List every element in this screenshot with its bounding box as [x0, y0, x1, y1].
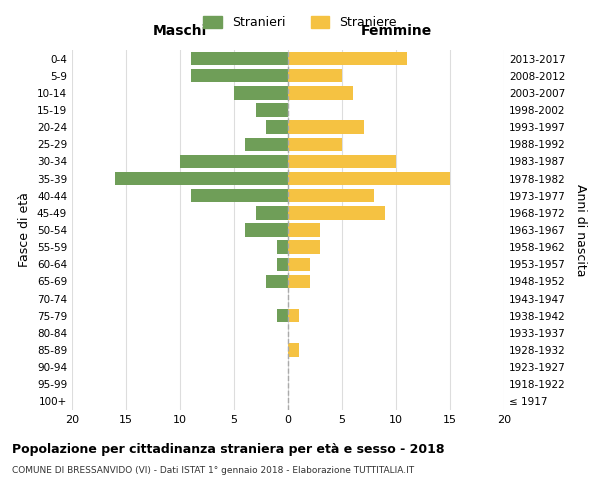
Y-axis label: Anni di nascita: Anni di nascita	[574, 184, 587, 276]
Bar	[191, 69, 288, 82]
Text: Popolazione per cittadinanza straniera per età e sesso - 2018: Popolazione per cittadinanza straniera p…	[12, 442, 445, 456]
Bar	[234, 86, 288, 100]
Text: Maschi: Maschi	[153, 24, 207, 38]
Bar	[288, 258, 310, 271]
Bar	[288, 274, 310, 288]
Bar	[277, 258, 288, 271]
Bar	[288, 69, 342, 82]
Bar	[256, 206, 288, 220]
Bar	[256, 104, 288, 117]
Bar	[288, 52, 407, 66]
Text: Femmine: Femmine	[361, 24, 431, 38]
Bar	[288, 86, 353, 100]
Legend: Stranieri, Straniere: Stranieri, Straniere	[198, 11, 402, 34]
Bar	[245, 224, 288, 236]
Y-axis label: Fasce di età: Fasce di età	[19, 192, 31, 268]
Bar	[288, 154, 396, 168]
Bar	[180, 154, 288, 168]
Bar	[245, 138, 288, 151]
Bar	[288, 240, 320, 254]
Text: COMUNE DI BRESSANVIDO (VI) - Dati ISTAT 1° gennaio 2018 - Elaborazione TUTTITALI: COMUNE DI BRESSANVIDO (VI) - Dati ISTAT …	[12, 466, 414, 475]
Bar	[288, 344, 299, 356]
Bar	[288, 120, 364, 134]
Bar	[288, 206, 385, 220]
Bar	[115, 172, 288, 186]
Bar	[288, 138, 342, 151]
Bar	[191, 189, 288, 202]
Bar	[288, 172, 450, 186]
Bar	[191, 52, 288, 66]
Bar	[277, 309, 288, 322]
Bar	[266, 120, 288, 134]
Bar	[277, 240, 288, 254]
Bar	[288, 224, 320, 236]
Bar	[266, 274, 288, 288]
Bar	[288, 309, 299, 322]
Bar	[288, 189, 374, 202]
